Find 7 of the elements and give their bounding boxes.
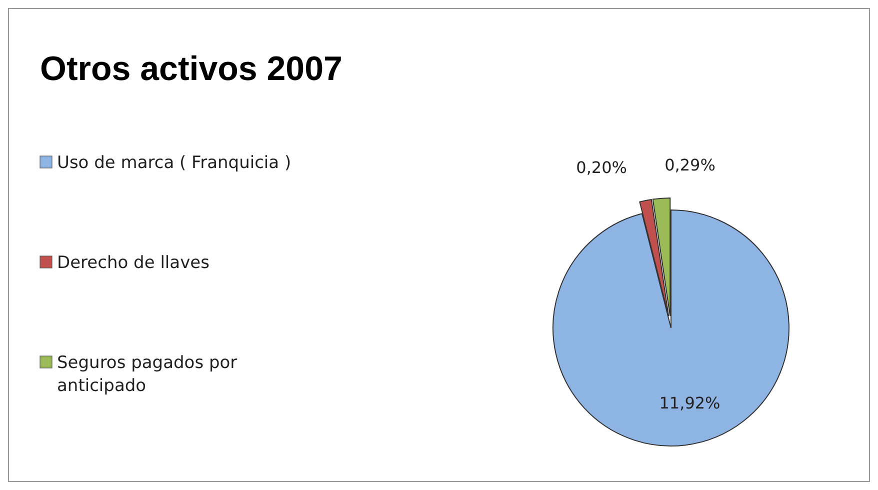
data-label: 0,29%: [664, 155, 716, 174]
legend-label: Derecho de llaves: [57, 253, 210, 273]
data-label: 0,20%: [576, 158, 627, 177]
legend-label: Uso de marca ( Franquicia ): [57, 153, 292, 173]
chart-title: Otros activos 2007: [40, 50, 342, 88]
data-label: 11,92%: [659, 393, 720, 412]
legend-label: Seguros pagados por anticipado: [57, 353, 238, 396]
